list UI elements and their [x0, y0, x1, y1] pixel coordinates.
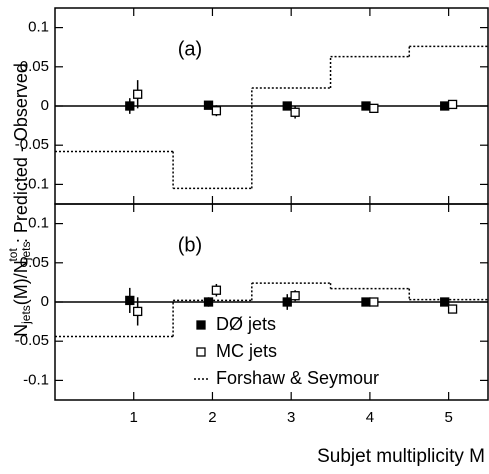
marker — [133, 306, 143, 317]
marker — [203, 100, 214, 110]
y-tick-label: 0.1 — [28, 215, 49, 232]
legend-label: DØ jets — [216, 314, 276, 334]
y-tick-label: 0.1 — [28, 19, 49, 36]
x-tick-label: 3 — [287, 409, 295, 426]
marker — [125, 295, 135, 306]
y-tick-label: 0.05 — [20, 254, 49, 271]
x-tick-label: 2 — [208, 409, 216, 426]
y-label-part: jets — [19, 242, 33, 262]
y-label-part: : Predicted - Observed — [11, 63, 31, 248]
y-tick-label: -0.05 — [15, 332, 49, 349]
y-axis-label: Njets(M)/Njetstot : Predicted - Observed — [6, 63, 33, 337]
marker — [290, 107, 300, 117]
legend-label: Forshaw & Seymour — [216, 368, 379, 388]
marker — [211, 285, 222, 295]
marker — [447, 304, 458, 314]
y-label-part: (M)/N — [11, 260, 31, 305]
panel-label: (a) — [178, 38, 202, 60]
y-label-part: N — [11, 324, 31, 337]
marker — [133, 89, 143, 99]
marker — [447, 99, 458, 110]
y-label-part: jets — [19, 305, 33, 325]
marker — [369, 297, 379, 307]
marker — [125, 101, 135, 111]
x-tick-label: 1 — [130, 409, 138, 426]
marker — [282, 297, 292, 307]
y-tick-label: 0.05 — [20, 58, 49, 75]
legend-swatch — [196, 320, 206, 330]
x-axis-label: Subjet multiplicity M — [317, 446, 485, 467]
y-tick-label: -0.05 — [15, 136, 49, 153]
y-tick-label: -0.1 — [23, 175, 49, 192]
marker — [282, 101, 292, 111]
y-label-part: tot — [6, 248, 20, 262]
marker — [290, 291, 300, 301]
marker — [440, 101, 450, 111]
y-tick-label: 0 — [41, 97, 49, 114]
marker — [203, 297, 214, 307]
marker — [361, 297, 371, 307]
marker — [211, 106, 222, 116]
y-tick-label: -0.1 — [23, 371, 49, 388]
x-tick-label: 4 — [366, 409, 374, 426]
legend-label: MC jets — [216, 341, 277, 361]
legend-swatch — [196, 347, 206, 357]
marker — [440, 297, 450, 307]
marker — [361, 101, 371, 111]
x-tick-label: 5 — [444, 409, 452, 426]
panel-label: (b) — [178, 234, 202, 256]
marker — [369, 103, 379, 114]
y-tick-label: 0 — [41, 293, 49, 310]
